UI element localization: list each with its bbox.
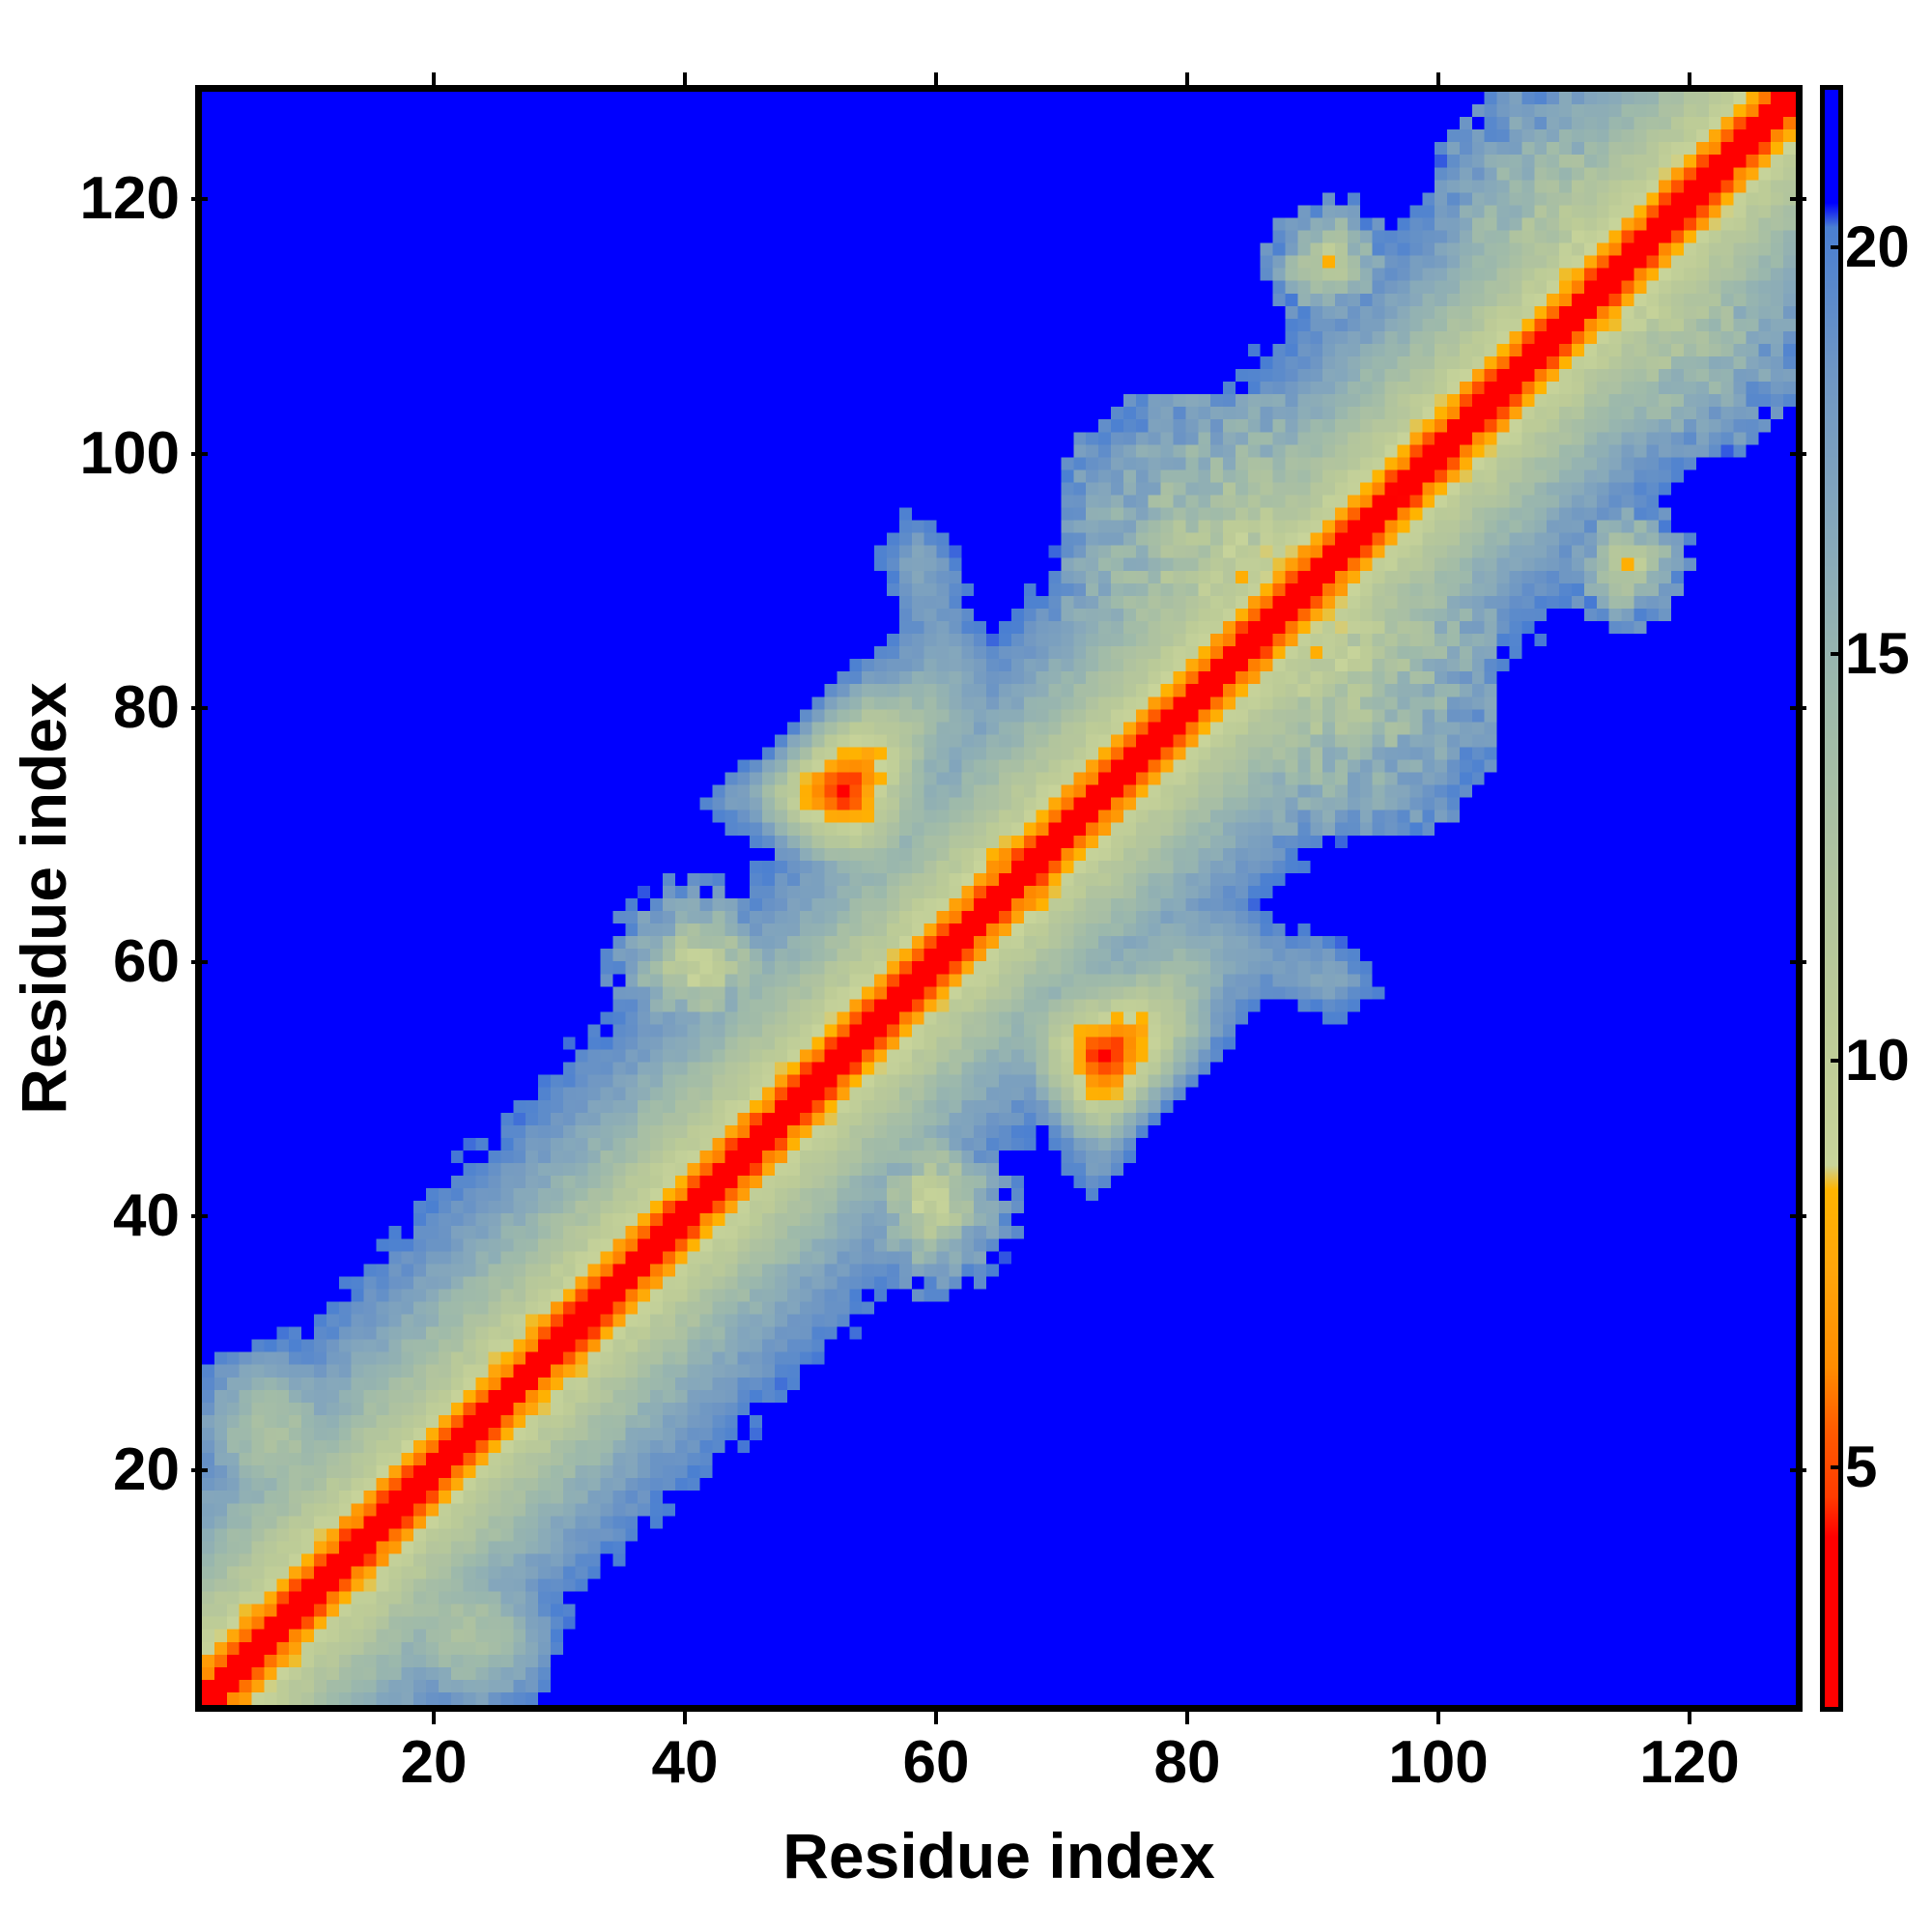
x-tick-label-40: 40 bbox=[651, 1729, 719, 1796]
x-tick-top-100 bbox=[1436, 72, 1440, 89]
y-tick-right-120 bbox=[1790, 197, 1806, 202]
x-axis-title: Residue index bbox=[782, 1820, 1215, 1891]
colorbar-tick-20 bbox=[1831, 245, 1843, 250]
x-tick-top-60 bbox=[934, 72, 938, 89]
y-tick-60 bbox=[191, 959, 208, 964]
x-tick-label-80: 80 bbox=[1153, 1729, 1221, 1796]
x-tick-20 bbox=[432, 1708, 436, 1724]
x-tick-label-100: 100 bbox=[1388, 1729, 1489, 1796]
y-tick-label-60: 60 bbox=[113, 927, 180, 995]
x-tick-top-40 bbox=[683, 72, 687, 89]
x-tick-label-60: 60 bbox=[902, 1729, 970, 1796]
y-tick-right-80 bbox=[1790, 705, 1806, 710]
y-tick-40 bbox=[191, 1213, 208, 1218]
y-tick-120 bbox=[191, 197, 208, 202]
x-tick-120 bbox=[1688, 1708, 1691, 1724]
x-tick-top-20 bbox=[432, 72, 436, 89]
colorbar-tick-15 bbox=[1831, 652, 1843, 657]
x-tick-80 bbox=[1185, 1708, 1189, 1724]
y-tick-right-100 bbox=[1790, 451, 1806, 456]
y-tick-label-80: 80 bbox=[113, 673, 180, 741]
colorbar-tick-label-20: 20 bbox=[1845, 214, 1910, 280]
x-tick-100 bbox=[1436, 1708, 1440, 1724]
colorbar-tick-label-10: 10 bbox=[1845, 1028, 1910, 1094]
x-tick-60 bbox=[934, 1708, 938, 1724]
y-axis-title: Residue index bbox=[8, 682, 79, 1115]
y-tick-label-40: 40 bbox=[113, 1181, 180, 1249]
y-tick-right-40 bbox=[1790, 1213, 1806, 1218]
y-tick-20 bbox=[191, 1468, 208, 1473]
colorbar-tick-label-15: 15 bbox=[1845, 621, 1910, 687]
y-tick-80 bbox=[191, 705, 208, 710]
y-tick-right-20 bbox=[1790, 1468, 1806, 1473]
y-tick-label-20: 20 bbox=[113, 1436, 180, 1504]
y-tick-label-120: 120 bbox=[79, 165, 180, 233]
x-tick-top-120 bbox=[1688, 72, 1691, 89]
heatmap-image bbox=[202, 92, 1796, 1705]
y-tick-label-100: 100 bbox=[79, 419, 180, 487]
x-tick-top-80 bbox=[1185, 72, 1189, 89]
colorbar-tick-5 bbox=[1831, 1465, 1843, 1470]
heatmap-plot-area bbox=[195, 85, 1803, 1712]
colorbar-tick-label-5: 5 bbox=[1845, 1435, 1878, 1500]
y-tick-100 bbox=[191, 451, 208, 456]
colorbar-tick-10 bbox=[1831, 1059, 1843, 1064]
colorbar bbox=[1820, 85, 1843, 1712]
y-tick-right-60 bbox=[1790, 959, 1806, 964]
x-tick-label-20: 20 bbox=[400, 1729, 468, 1796]
colorbar-gradient bbox=[1825, 90, 1838, 1707]
x-tick-label-120: 120 bbox=[1639, 1729, 1740, 1796]
x-tick-40 bbox=[683, 1708, 687, 1724]
